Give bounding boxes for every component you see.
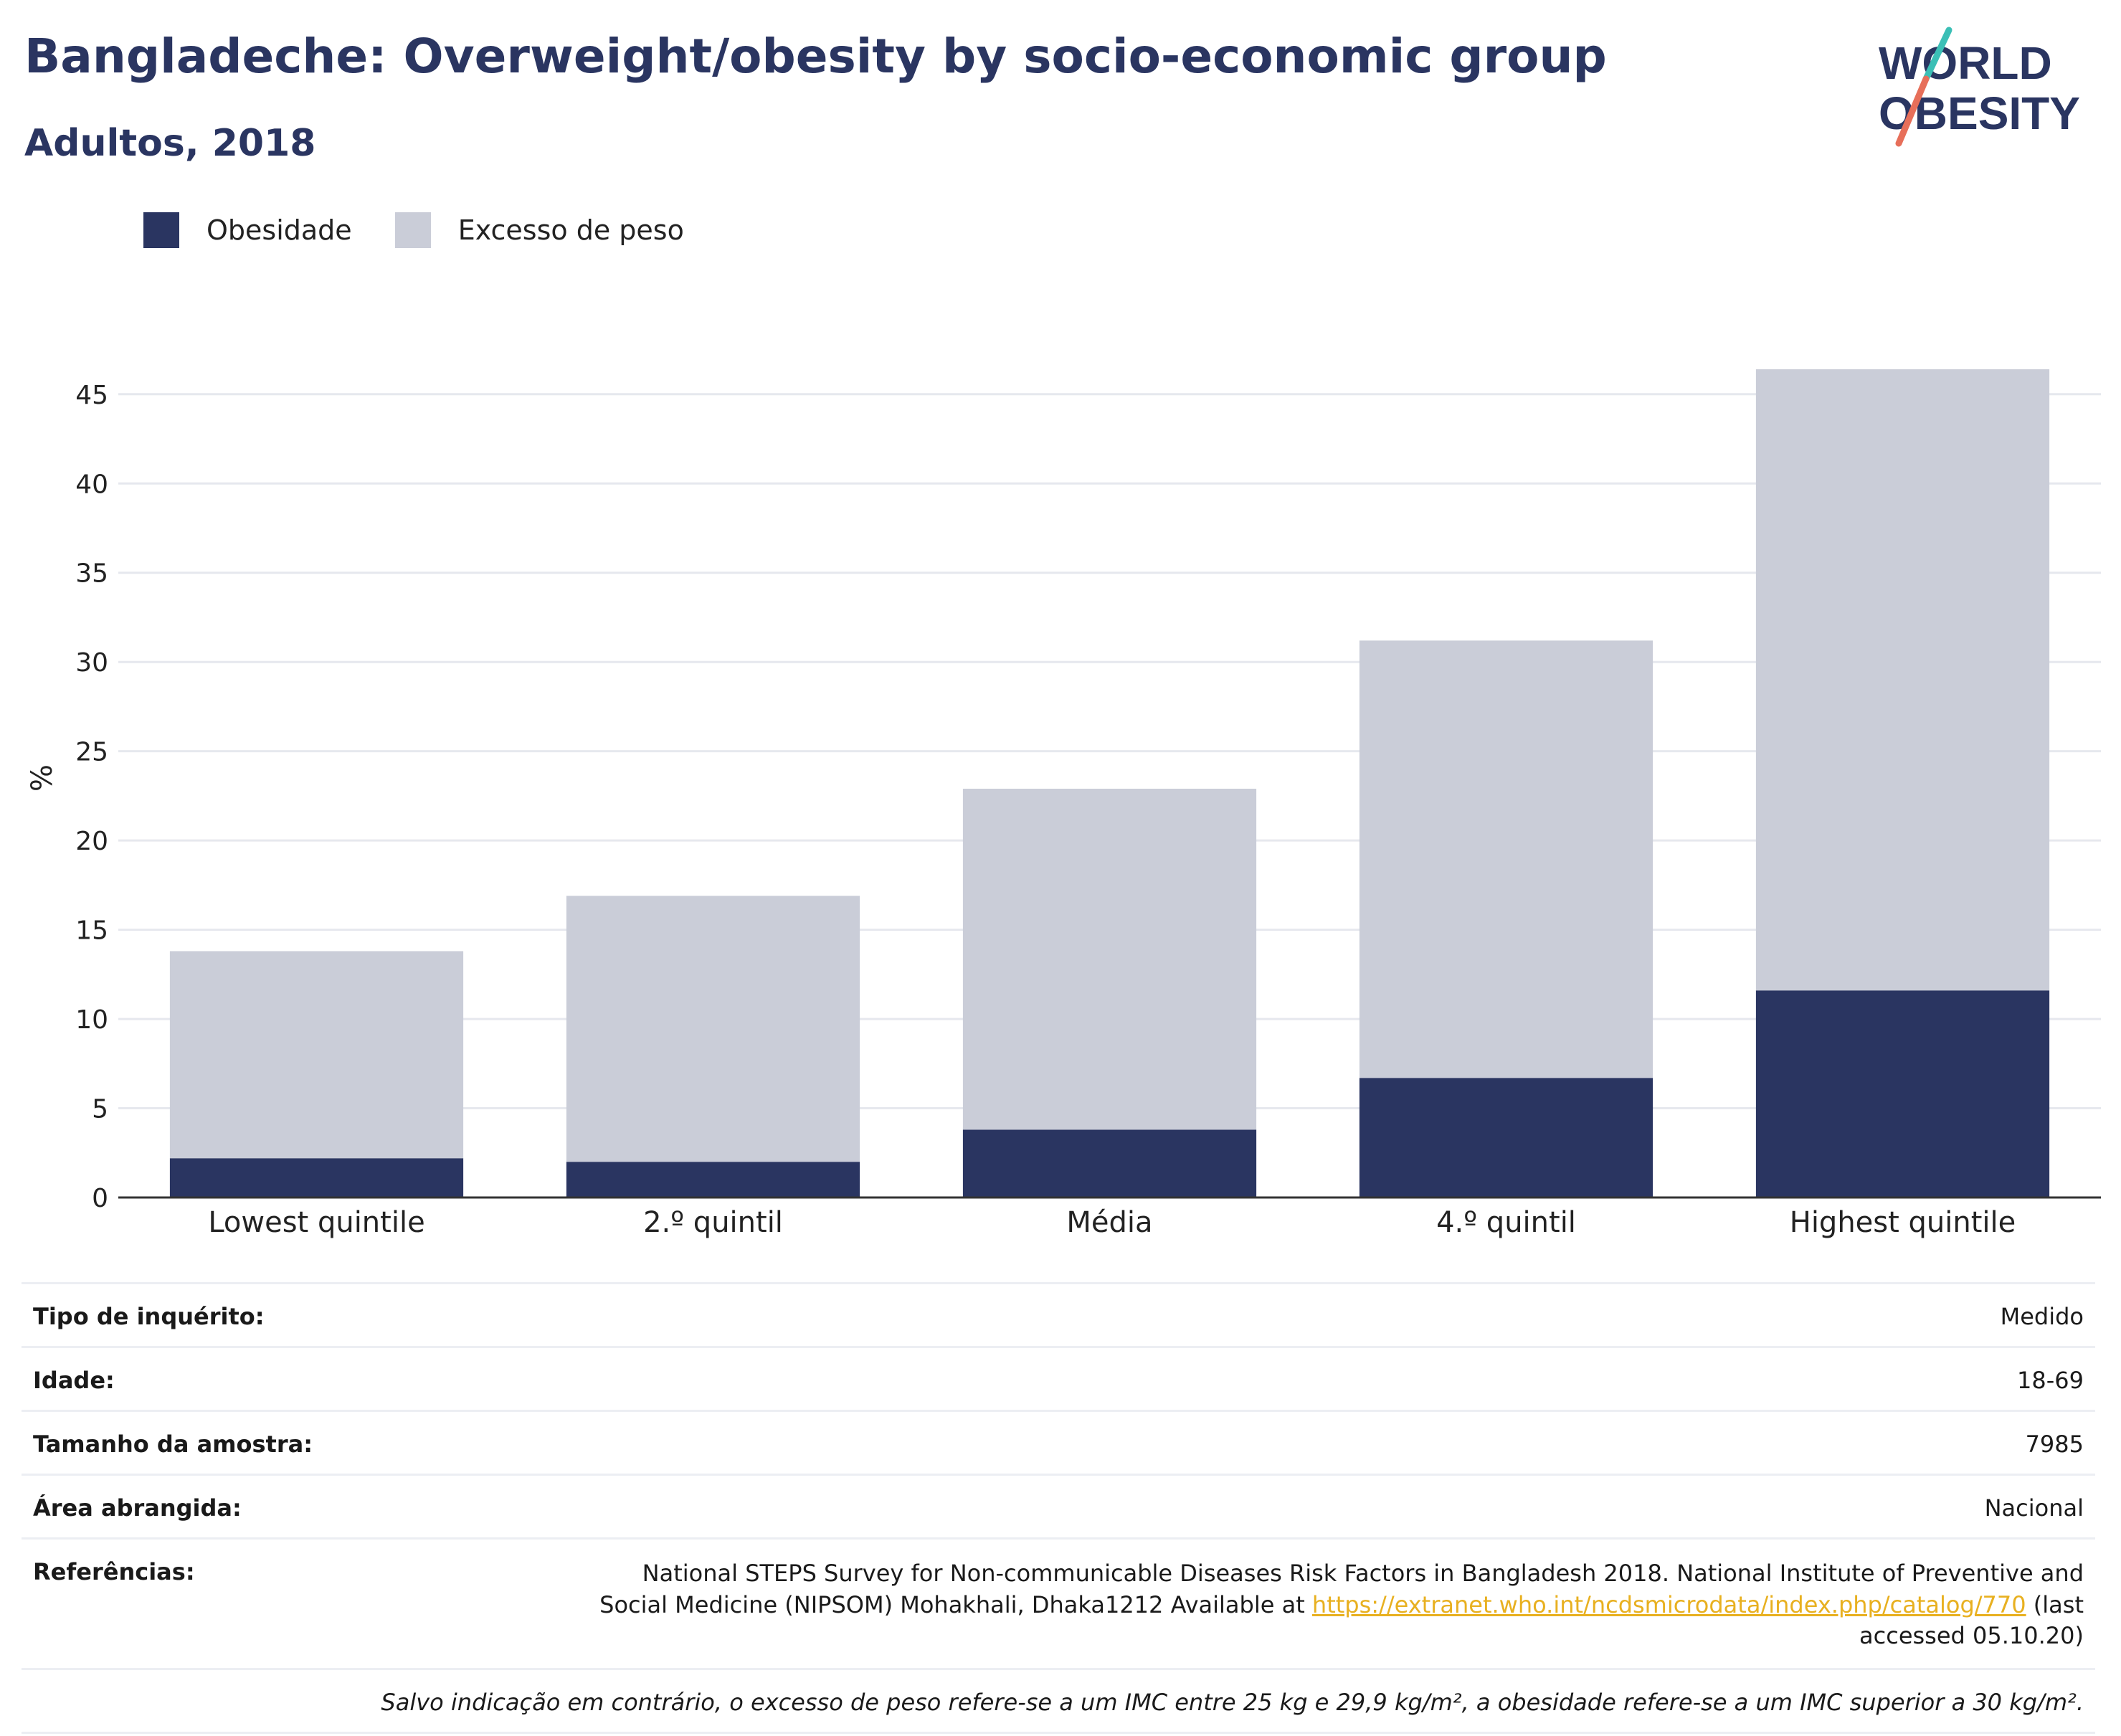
meta-label: Tamanho da amostra: [33, 1431, 313, 1458]
meta-value: Medido [2000, 1303, 2084, 1330]
meta-label: Tipo de inquérito: [33, 1303, 265, 1330]
y-tick-label: 40 [75, 470, 108, 499]
chart-legend: Obesidade Excesso de peso [143, 212, 727, 248]
meta-label: Referências: [33, 1558, 195, 1585]
bar-obesity [962, 1129, 1257, 1197]
y-tick-label: 35 [75, 559, 108, 589]
x-tick-label: Média [1066, 1206, 1152, 1239]
survey-metadata-table: Tipo de inquérito: Medido Idade: 18-69 T… [22, 1282, 2095, 1734]
meta-label: Idade: [33, 1367, 115, 1394]
bar-obesity [169, 1158, 464, 1197]
legend-item-overweight: Excesso de peso [394, 212, 684, 248]
meta-row-age: Idade: 18-69 [22, 1346, 2095, 1410]
meta-row-survey-type: Tipo de inquérito: Medido [22, 1282, 2095, 1346]
bar-overweight [1359, 640, 1653, 1078]
chart-title: Bangladeche: Overweight/obesity by socio… [24, 29, 1607, 84]
meta-row-references: Referências: National STEPS Survey for N… [22, 1537, 2095, 1668]
y-tick-label: 20 [75, 827, 108, 856]
legend-label-overweight: Excesso de peso [457, 214, 684, 246]
y-tick-label: 10 [75, 1005, 108, 1035]
chart-subtitle: Adultos, 2018 [24, 122, 316, 165]
y-tick-label: 0 [92, 1184, 108, 1213]
legend-swatch-overweight [394, 212, 431, 248]
y-axis-label: % [26, 764, 59, 792]
meta-value: 18-69 [2017, 1367, 2084, 1394]
y-tick-label: 45 [75, 381, 108, 410]
y-tick-label: 25 [75, 738, 108, 767]
meta-row-area: Área abrangida: Nacional [22, 1474, 2095, 1537]
reference-accessed: (last accessed 05.10.20) [1859, 1590, 2084, 1650]
world-obesity-logo: WORLD OBESITY [1879, 27, 2080, 147]
bar-overweight [566, 896, 860, 1162]
x-tick-label: Highest quintile [1790, 1206, 2016, 1239]
reference-link[interactable]: https://extranet.who.int/ncdsmicrodata/i… [1311, 1590, 2026, 1618]
bar-overweight [169, 951, 464, 1159]
legend-swatch-obesity [143, 212, 179, 248]
meta-value: 7985 [2025, 1431, 2084, 1458]
meta-label: Área abrangida: [33, 1494, 242, 1522]
stacked-bar-chart: 0 5 10 15 20 25 30 35 40 45% Lowest quintile 2.º qu… [26, 369, 2101, 1239]
bar-obesity [1359, 1078, 1653, 1197]
x-tick-label: Lowest quintile [208, 1206, 424, 1239]
meta-value-references: National STEPS Survey for Non-communicab… [592, 1558, 2084, 1652]
y-tick-label: 30 [75, 648, 108, 678]
y-tick-label: 15 [75, 916, 108, 946]
definition-note: Salvo indicação em contrário, o excesso … [22, 1667, 2095, 1734]
bar-obesity [1755, 990, 2050, 1197]
bar-overweight [1755, 369, 2050, 991]
y-tick-label: 5 [92, 1095, 108, 1124]
reference-text: National STEPS Survey for Non-communicab… [599, 1560, 2084, 1618]
legend-label-obesity: Obesidade [207, 214, 352, 246]
x-tick-label: 4.º quintil [1436, 1206, 1576, 1239]
meta-value: Nacional [1984, 1494, 2084, 1522]
x-tick-label: 2.º quintil [643, 1206, 783, 1239]
meta-row-sample-size: Tamanho da amostra: 7985 [22, 1410, 2095, 1474]
bar-obesity [566, 1162, 860, 1197]
bar-overweight [962, 788, 1257, 1130]
logo-line1: WORLD [1879, 37, 2052, 89]
legend-item-obesity: Obesidade [143, 212, 352, 248]
